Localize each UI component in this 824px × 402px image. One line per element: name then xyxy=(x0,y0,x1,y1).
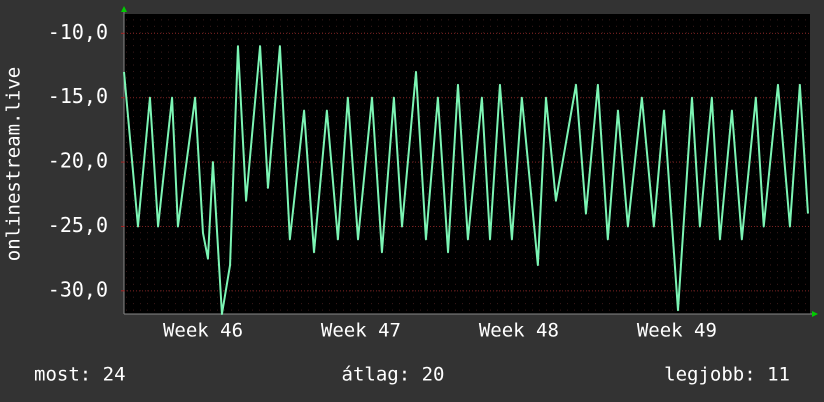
y-tick-label: -30,0 xyxy=(48,277,108,301)
y-axis-label: onlinestream.live xyxy=(3,67,25,261)
stat-best: legjobb: 11 xyxy=(664,364,790,386)
x-tick-label: Week 47 xyxy=(321,320,401,342)
y-arrow xyxy=(121,6,127,12)
x-arrow xyxy=(812,311,818,317)
y-tick-label: -15,0 xyxy=(48,84,108,108)
stat-current: most: 24 xyxy=(34,364,126,386)
minor-grid xyxy=(124,14,810,314)
y-tick-label: -10,0 xyxy=(48,20,108,44)
x-tick-label: Week 49 xyxy=(637,320,717,342)
x-tick-label: Week 48 xyxy=(479,320,559,342)
y-tick-label: -25,0 xyxy=(48,213,108,237)
data-line xyxy=(123,45,809,315)
stat-average: átlag: 20 xyxy=(342,364,445,386)
x-tick-label: Week 46 xyxy=(163,320,243,342)
y-tick-label: -20,0 xyxy=(48,149,108,173)
